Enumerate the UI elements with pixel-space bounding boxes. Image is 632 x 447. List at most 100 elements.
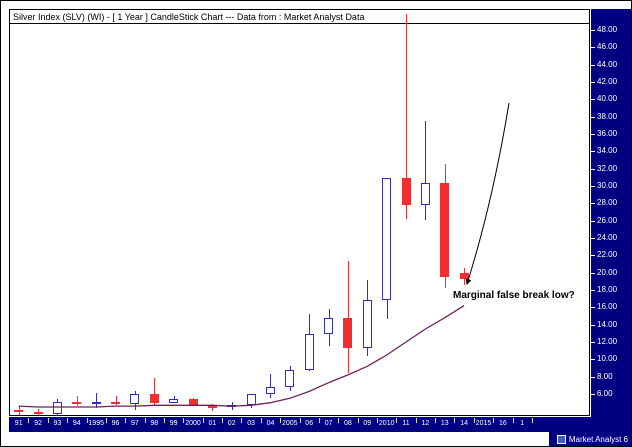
x-tick-label: 08: [343, 420, 352, 427]
x-tick: [377, 418, 378, 423]
y-tick: [591, 134, 595, 135]
x-tick-label: 11: [402, 420, 410, 427]
x-tick-label: 16: [498, 420, 507, 427]
y-tick-label: 8.00: [597, 371, 613, 381]
y-tick: [591, 151, 595, 153]
market-analyst-logo-icon: [556, 435, 566, 445]
y-tick: [591, 359, 595, 361]
x-tick-label: 02: [227, 420, 236, 427]
y-tick: [591, 47, 595, 49]
y-tick: [591, 342, 595, 343]
y-tick: [591, 99, 595, 101]
y-tick: [591, 186, 595, 187]
y-tick-label: 46.00: [597, 42, 618, 52]
candle: [285, 369, 295, 387]
y-tick-label: 30.00: [597, 181, 618, 190]
y-tick: [591, 203, 595, 205]
x-tick: [299, 418, 301, 423]
x-tick: [86, 418, 88, 423]
y-tick-label: 42.00: [597, 77, 618, 86]
x-tick: [415, 418, 417, 423]
y-tick: [591, 255, 595, 257]
candle-wick: [38, 408, 39, 415]
candle: [33, 412, 43, 415]
y-tick-label: 38.00: [597, 111, 618, 121]
x-tick-label: 09: [363, 420, 372, 427]
x-tick: [493, 418, 495, 423]
y-tick-label: 26.00: [597, 215, 618, 225]
x-tick: [105, 418, 107, 423]
x-tick-label: 01: [208, 420, 217, 427]
y-tick-label: 12.00: [597, 337, 618, 346]
candle: [52, 401, 62, 414]
x-tick: [280, 418, 282, 423]
candle: [304, 334, 314, 370]
x-tick-label: 92: [34, 420, 42, 427]
x-tick-label: 2010: [378, 420, 395, 427]
y-tick: [591, 64, 595, 66]
candle: [207, 406, 217, 409]
candle: [420, 182, 430, 205]
x-tick: [241, 418, 243, 423]
candle: [440, 182, 450, 277]
chart-title: Silver Index (SLV) (WI) - [ 1 Year ] Can…: [10, 10, 589, 24]
y-tick: [591, 272, 595, 274]
x-tick: [28, 418, 30, 423]
x-tick: [163, 418, 165, 423]
x-tick-label: 91: [14, 420, 23, 427]
x-tick-label: 99: [169, 420, 178, 427]
x-tick-label: 12: [421, 420, 430, 427]
candle: [149, 394, 159, 403]
x-tick-label: 04: [266, 420, 275, 427]
y-tick: [591, 290, 595, 291]
x-tick: [47, 418, 49, 423]
brand-label: Market Analyst 6: [568, 435, 628, 444]
x-tick: [202, 418, 204, 423]
x-tick: [125, 418, 127, 423]
y-tick-label: 48.00: [597, 25, 618, 34]
y-tick: [591, 324, 595, 326]
y-tick-label: 20.00: [597, 267, 618, 277]
x-tick-label: 1: [520, 420, 525, 427]
x-tick-label: 2005: [282, 420, 298, 427]
candle: [382, 178, 392, 301]
y-tick-label: 28.00: [597, 198, 618, 208]
y-tick: [591, 238, 595, 239]
y-tick-label: 32.00: [597, 163, 618, 173]
x-tick-label: 93: [53, 420, 62, 427]
candle: [324, 317, 334, 335]
x-axis: 91 92 93 94 1995 96 97 98 99 2000 01 02 03 04 2005 06 07…: [9, 417, 591, 432]
y-tick-label: 16.00: [597, 302, 618, 312]
x-tick-label: 2015: [475, 420, 492, 427]
x-tick-label: 94: [72, 420, 81, 427]
x-tick-label: 96: [111, 420, 120, 427]
annotation-label: Marginal false break low?: [453, 290, 575, 301]
candle: [246, 394, 256, 406]
candle: [130, 394, 140, 405]
y-tick: [591, 220, 595, 222]
y-tick-label: 14.00: [597, 319, 618, 329]
x-tick-label: 98: [150, 420, 159, 427]
x-tick: [338, 418, 340, 423]
x-tick-label: 03: [247, 420, 255, 427]
brand-footer: Market Analyst 6: [549, 432, 631, 446]
y-tick-label: 24.00: [597, 233, 618, 242]
x-tick: [512, 418, 514, 423]
x-tick: [222, 418, 223, 423]
y-tick: [591, 376, 595, 378]
x-tick: [531, 418, 533, 423]
candle: [227, 405, 237, 408]
x-tick-label: 06: [305, 420, 314, 427]
x-tick-label: 97: [130, 420, 139, 427]
y-tick-label: 34.00: [597, 146, 618, 156]
y-tick-label: 22.00: [597, 250, 618, 260]
x-tick-label: 2000: [185, 420, 201, 427]
y-tick: [591, 30, 595, 31]
candle-wick: [96, 393, 98, 408]
x-tick: [454, 418, 456, 423]
y-tick-label: 6.00: [597, 389, 613, 398]
x-tick: [318, 418, 320, 423]
x-tick-label: 07: [324, 420, 333, 427]
